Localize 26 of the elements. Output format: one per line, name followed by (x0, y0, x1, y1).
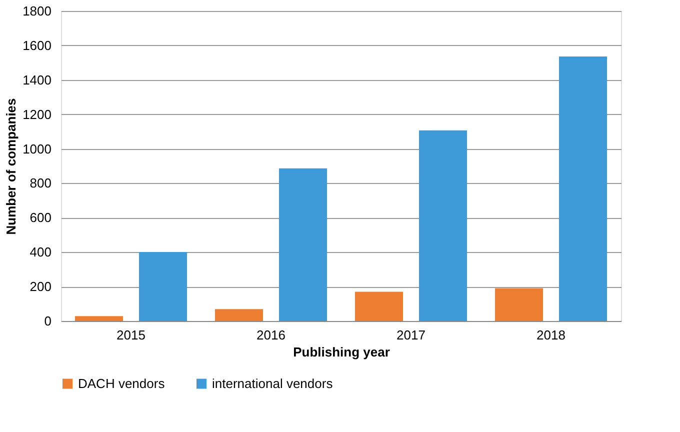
bar (279, 168, 327, 321)
y-tick-label: 1600 (22, 38, 52, 53)
y-tick-label: 1000 (22, 141, 52, 156)
y-tick-label: 400 (30, 244, 52, 260)
bar (215, 309, 263, 321)
x-tick-label: 2017 (396, 328, 426, 342)
x-axis-title: Publishing year (293, 344, 390, 360)
y-tick-label: 800 (30, 176, 52, 191)
y-tick-label: 1200 (22, 106, 52, 122)
y-tick-label: 200 (30, 279, 52, 294)
bar (139, 252, 187, 321)
bar (495, 288, 543, 321)
y-axis-title: Number of companies (4, 98, 19, 235)
x-tick-label: 2015 (116, 328, 146, 342)
y-tick-label: 0 (44, 314, 52, 328)
bar (355, 292, 403, 321)
y-tick-label: 1400 (22, 72, 52, 88)
bar (559, 56, 607, 321)
x-tick-label: 2016 (256, 328, 286, 342)
y-tick-label: 600 (30, 210, 52, 226)
legend-label: DACH vendors (78, 376, 166, 391)
x-tick-label: 2018 (536, 328, 566, 342)
bar (75, 316, 123, 321)
bar (419, 130, 467, 321)
legend-label: international vendors (212, 376, 334, 391)
y-tick-label: 1800 (22, 4, 52, 18)
